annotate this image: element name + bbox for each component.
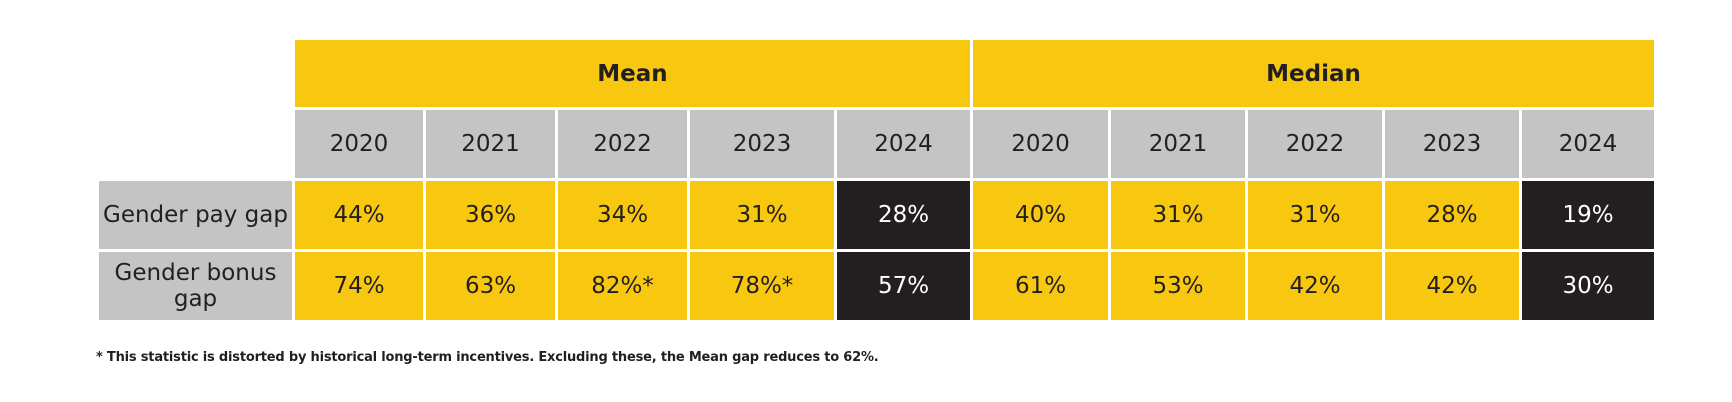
- year-header-row: 2020 2021 2022 2023 2024 2020 2021 2022 …: [96, 107, 1657, 181]
- mean-value-cell-highlighted: 28%: [834, 178, 973, 252]
- mean-value-cell: 74%: [292, 249, 426, 323]
- group-header-mean: Mean: [292, 37, 973, 110]
- median-value-cell: 31%: [1245, 178, 1385, 252]
- mean-value-cell: 78%*: [687, 249, 837, 323]
- table-row-bonus-gap: Gender bonus gap 74% 63% 82%* 78%* 57% 6…: [96, 249, 1657, 323]
- mean-year-header: 2020: [292, 107, 426, 181]
- median-year-header: 2024: [1519, 107, 1657, 181]
- table-row-pay-gap: Gender pay gap 44% 36% 34% 31% 28% 40% 3…: [96, 178, 1657, 252]
- group-header-row: Mean Median: [96, 37, 1657, 110]
- median-value-cell: 40%: [970, 178, 1111, 252]
- mean-value-cell: 63%: [423, 249, 558, 323]
- row-label: Gender pay gap: [96, 178, 295, 252]
- corner-cell: [96, 37, 295, 110]
- median-value-cell: 28%: [1382, 178, 1522, 252]
- mean-value-cell: 34%: [555, 178, 690, 252]
- group-header-median: Median: [970, 37, 1657, 110]
- mean-value-cell: 82%*: [555, 249, 690, 323]
- gender-gap-table: Mean Median 2020 2021 2022 2023 2024 202…: [96, 37, 1657, 323]
- median-year-header: 2022: [1245, 107, 1385, 181]
- median-year-header: 2020: [970, 107, 1111, 181]
- row-label: Gender bonus gap: [96, 249, 295, 323]
- mean-value-cell: 36%: [423, 178, 558, 252]
- median-value-cell-highlighted: 19%: [1519, 178, 1657, 252]
- corner-cell: [96, 107, 295, 181]
- mean-year-header: 2024: [834, 107, 973, 181]
- footnote: * This statistic is distorted by histori…: [96, 350, 879, 365]
- median-year-header: 2021: [1108, 107, 1248, 181]
- mean-year-header: 2021: [423, 107, 558, 181]
- mean-value-cell: 44%: [292, 178, 426, 252]
- median-value-cell: 42%: [1382, 249, 1522, 323]
- median-value-cell: 31%: [1108, 178, 1248, 252]
- median-value-cell: 42%: [1245, 249, 1385, 323]
- median-value-cell: 61%: [970, 249, 1111, 323]
- mean-value-cell-highlighted: 57%: [834, 249, 973, 323]
- mean-year-header: 2023: [687, 107, 837, 181]
- mean-value-cell: 31%: [687, 178, 837, 252]
- median-value-cell: 53%: [1108, 249, 1248, 323]
- mean-year-header: 2022: [555, 107, 690, 181]
- median-year-header: 2023: [1382, 107, 1522, 181]
- median-value-cell-highlighted: 30%: [1519, 249, 1657, 323]
